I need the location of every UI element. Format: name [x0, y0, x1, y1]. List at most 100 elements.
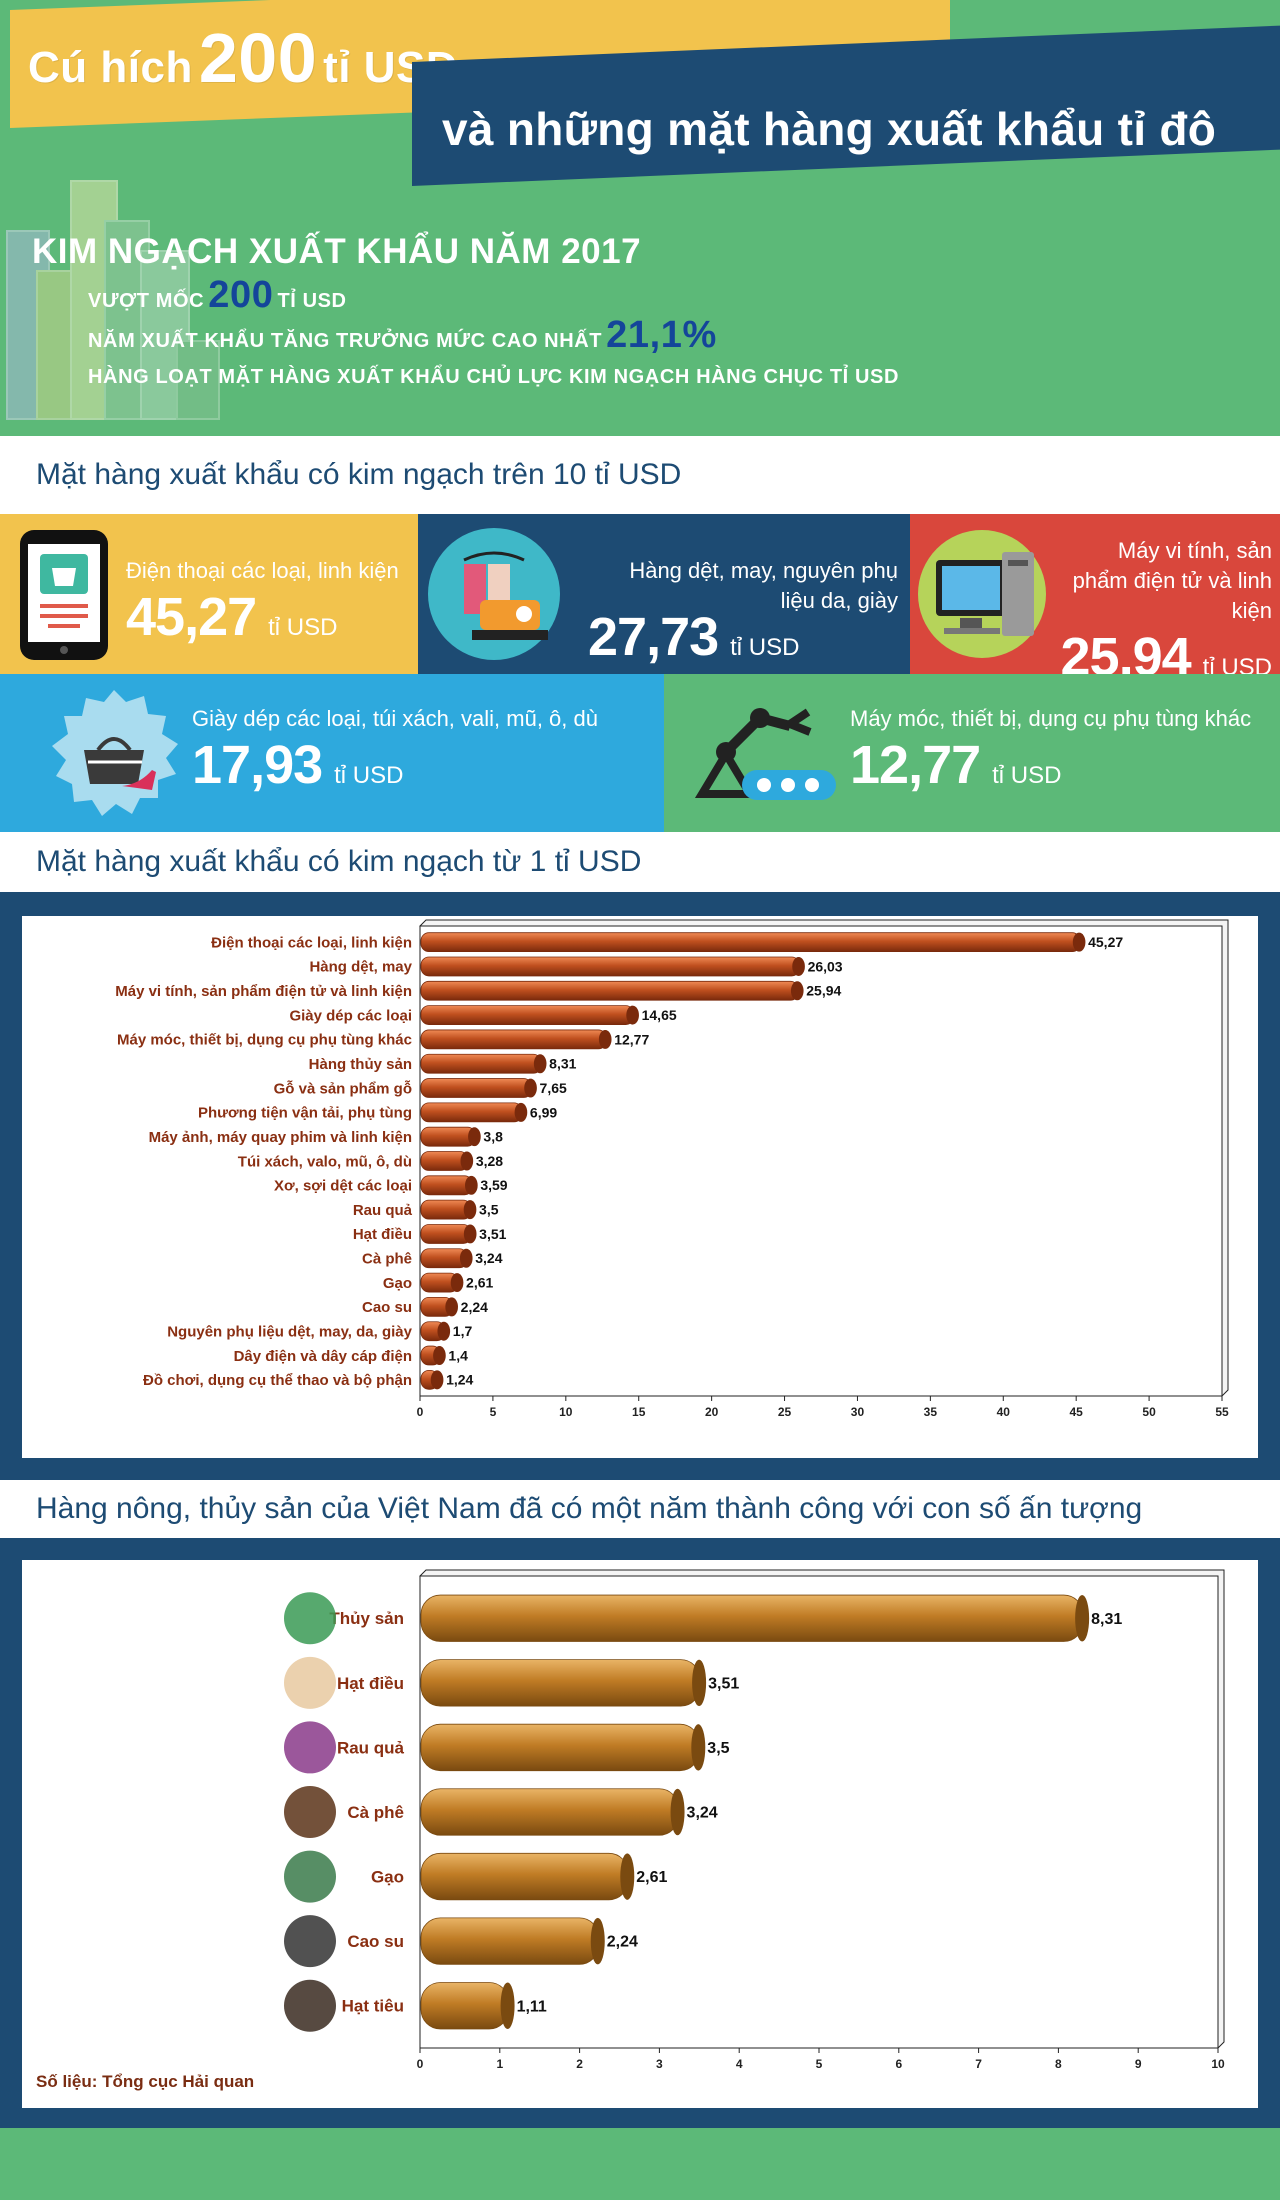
highlight-items: HÀNG LOẠT MẶT HÀNG XUẤT KHẨU CHỦ LỰC KIM…	[88, 366, 900, 388]
category-label: Rau quả	[353, 1202, 413, 1219]
bar-cap	[626, 1005, 639, 1025]
bar	[420, 1029, 607, 1050]
bar-cap	[445, 1297, 458, 1317]
value-label: 3,5	[479, 1202, 499, 1218]
bar-cap	[460, 1151, 474, 1171]
bar-group	[420, 1151, 474, 1171]
card-machine-value: 12,77	[850, 735, 981, 795]
bar-group	[420, 1982, 515, 2030]
bar-cap	[465, 1175, 478, 1195]
x-tick-label: 9	[1135, 2057, 1142, 2071]
bar-group	[420, 1852, 635, 1901]
bar-chart-agri: 0 1 2 3 4 5 6 7 8 9 10 8,31 Thủy sản 3,51 Hạt điều 3,5 R…	[284, 1569, 1225, 2071]
x-tick-label: 3	[656, 2057, 663, 2071]
x-tick-label: 5	[816, 2057, 823, 2071]
bar-cap	[463, 1200, 477, 1220]
category-label: Đồ chơi, dụng cụ thể thao và bộ phận	[143, 1372, 412, 1389]
page-title: Cú hích200 tỉ USD	[28, 19, 459, 97]
category-label: Rau quả	[337, 1738, 405, 1757]
bar-cap	[691, 1724, 706, 1771]
value-label: 3,59	[480, 1177, 507, 1193]
category-label: Cao su	[347, 1932, 404, 1951]
card-computer-value: 25,94	[1060, 627, 1192, 674]
x-tick-label: 20	[705, 1405, 719, 1419]
value-label: 3,5	[707, 1740, 729, 1757]
bar-cap	[533, 1054, 547, 1074]
category-label: Hạt điều	[337, 1674, 404, 1693]
category-icon	[284, 1850, 336, 1903]
sewing-machine-icon	[428, 528, 560, 660]
x-tick-label: 25	[778, 1405, 792, 1419]
robot-arm-icon	[694, 708, 836, 800]
value-label: 3,28	[476, 1153, 503, 1169]
card-phone-value: 45,27	[126, 587, 257, 647]
source-note: Số liệu: Tổng cục Hải quan	[36, 2072, 255, 2091]
bar	[420, 1723, 700, 1772]
category-icon	[284, 1721, 336, 1774]
category-label: Gạo	[371, 1868, 404, 1887]
x-tick-label: 4	[736, 2057, 743, 2071]
bar	[420, 1005, 635, 1025]
x-tick-label: 5	[490, 1405, 497, 1419]
card-textile: Hàng dệt, may, nguyên phụ liệu da, giày …	[418, 514, 910, 674]
value-label: 3,51	[479, 1226, 506, 1242]
page-subtitle: và những mặt hàng xuất khẩu tỉ đô	[442, 103, 1217, 155]
x-tick-label: 2	[576, 2057, 583, 2071]
bar-group	[420, 1659, 707, 1707]
x-tick-label: 40	[997, 1405, 1011, 1419]
category-label: Điện thoại các loại, linh kiện	[211, 934, 412, 951]
bar-cap	[598, 1029, 612, 1049]
bar	[420, 1788, 679, 1836]
bar	[420, 1078, 532, 1098]
highlight-growth: NĂM XUẤT KHẨU TĂNG TRƯỞNG MỨC CAO NHẤT 21…	[88, 314, 717, 356]
x-tick-label: 0	[417, 2057, 424, 2071]
bar-cap	[430, 1370, 444, 1390]
bar-group	[420, 1369, 444, 1390]
value-label: 3,24	[687, 1805, 718, 1822]
value-label: 2,24	[461, 1299, 488, 1315]
section-title-over-1b: Mặt hàng xuất khẩu có kim ngạch từ 1 tỉ …	[0, 832, 1280, 892]
card-computer: Máy vi tính, sản phẩm điện tử và linh ki…	[910, 514, 1280, 674]
bar-cap	[1075, 1595, 1090, 1642]
category-icon	[284, 1592, 336, 1645]
bar	[420, 1659, 701, 1707]
card-textile-unit: tỉ USD	[730, 634, 800, 661]
category-label: Hạt điều	[353, 1226, 412, 1243]
bar	[420, 1102, 523, 1123]
category-label: Nguyên phụ liệu dệt, may, da, giày	[167, 1323, 412, 1340]
card-computer-unit: tỉ USD	[1202, 654, 1272, 674]
value-label: 12,77	[614, 1031, 649, 1047]
bar-group	[420, 980, 804, 1001]
value-label: 2,61	[466, 1274, 493, 1290]
card-shoes-value: 17,93	[192, 735, 323, 795]
card-computer-label: Máy vi tính, sản phẩm điện tử và linh ki…	[1072, 538, 1272, 623]
handbag-shoe-icon	[52, 690, 178, 816]
chart-panel-exports: 0 5 10 15 20 25 30 35 40 45 50 55 45,27 Điện thoại cá…	[22, 916, 1258, 1458]
bar-group	[420, 932, 1086, 953]
headline: KIM NGẠCH XUẤT KHẨU NĂM 2017	[32, 232, 642, 271]
bar-cap	[500, 1982, 515, 2029]
category-label: Thủy sản	[329, 1609, 404, 1628]
value-label: 6,99	[530, 1104, 557, 1120]
bar-group	[420, 1126, 481, 1147]
card-machine: Máy móc, thiết bị, dụng cụ phụ tùng khác…	[664, 674, 1280, 832]
bar-cap	[450, 1273, 464, 1293]
x-tick-label: 55	[1215, 1405, 1229, 1419]
bar	[420, 980, 799, 1001]
category-label: Cà phê	[347, 1803, 404, 1822]
value-label: 2,61	[636, 1869, 667, 1886]
category-label: Dây điện và dây cáp điện	[234, 1348, 412, 1365]
value-label: 3,8	[483, 1129, 503, 1145]
bar	[420, 1917, 600, 1965]
bar	[420, 1224, 472, 1244]
category-label: Máy móc, thiết bị, dụng cụ phụ tùng khác	[117, 1032, 412, 1049]
bar-group	[420, 1321, 451, 1342]
value-label: 45,27	[1088, 934, 1123, 950]
bar-group	[420, 1272, 464, 1293]
bar-cap	[790, 981, 804, 1001]
bar	[420, 956, 800, 977]
bar-cap	[1072, 932, 1086, 952]
card-shoes-unit: tỉ USD	[334, 762, 404, 789]
bar-cap	[468, 1127, 481, 1147]
value-label: 3,51	[708, 1675, 739, 1692]
